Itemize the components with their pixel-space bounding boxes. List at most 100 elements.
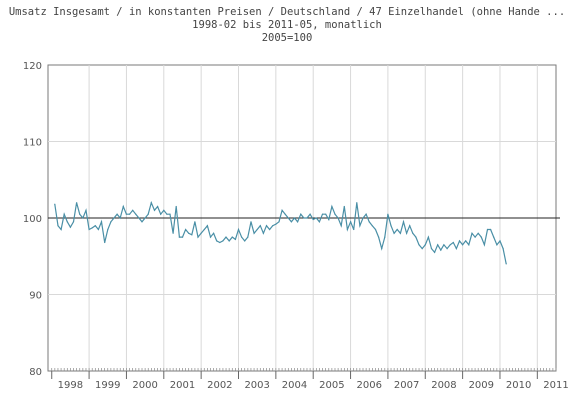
data-point [203, 228, 205, 231]
data-point [424, 244, 426, 246]
data-point [213, 232, 215, 234]
chart-subtitle: 1998-02 bis 2011-05, monatlich [192, 19, 382, 31]
data-point [474, 236, 476, 238]
x-tick-label: 1998 [58, 380, 83, 391]
data-point [365, 213, 367, 215]
chart-title: Umsatz Insgesamt / in konstanten Preisen… [8, 6, 566, 18]
chart-title-block: Umsatz Insgesamt / in konstanten Preisen… [0, 6, 574, 45]
data-point [281, 209, 283, 211]
data-point [284, 213, 286, 215]
data-point [228, 240, 230, 242]
data-point [359, 225, 361, 227]
data-point [94, 225, 96, 227]
data-point [337, 217, 339, 219]
data-point [144, 217, 146, 219]
data-point [300, 213, 302, 215]
data-point [390, 225, 392, 227]
data-point [244, 240, 246, 242]
data-point [378, 236, 380, 238]
data-point [477, 232, 479, 234]
data-point [290, 221, 292, 223]
x-tick-label: 2005 [319, 380, 344, 391]
data-point [194, 221, 196, 223]
data-point [343, 205, 345, 208]
data-point [272, 225, 274, 227]
data-point [259, 225, 261, 227]
data-point [191, 234, 193, 236]
data-point [107, 228, 109, 231]
data-point [262, 232, 264, 234]
data-point [493, 236, 495, 238]
chart-base-note: 2005=100 [261, 32, 313, 44]
x-tick-label: 2008 [431, 380, 456, 391]
data-point [200, 232, 202, 234]
data-point [418, 244, 420, 246]
data-point [409, 225, 411, 227]
data-point [113, 217, 115, 219]
data-point [82, 217, 84, 219]
data-point [237, 228, 240, 231]
data-point [440, 249, 442, 251]
data-point [147, 213, 149, 215]
series-line [54, 200, 507, 265]
data-point [175, 205, 177, 208]
series-points [54, 202, 507, 265]
data-point [346, 228, 348, 231]
data-point [362, 217, 364, 219]
data-point [496, 244, 498, 246]
data-point [278, 221, 280, 223]
data-point [181, 236, 184, 238]
x-tick-label: 2007 [394, 380, 419, 391]
data-point [446, 248, 448, 250]
data-point [434, 251, 436, 253]
data-point [60, 228, 62, 231]
data-point [100, 221, 103, 223]
data-point [340, 225, 342, 227]
data-point [253, 232, 255, 234]
x-tick-label: 2009 [469, 380, 494, 391]
data-point [91, 227, 93, 229]
data-point [328, 218, 330, 221]
data-point [66, 221, 68, 223]
data-point [57, 225, 59, 227]
data-point [79, 213, 81, 215]
x-tick-label: 2010 [506, 380, 531, 391]
data-point [468, 244, 470, 246]
data-point [256, 228, 258, 231]
data-point [163, 209, 165, 211]
data-point [269, 228, 271, 231]
y-tick-label: 100 [23, 214, 42, 225]
data-point [116, 213, 118, 215]
data-point [321, 213, 324, 215]
data-point [287, 217, 289, 219]
data-point [197, 236, 199, 238]
data-point [502, 248, 504, 250]
y-tick-label: 110 [23, 138, 42, 149]
data-point [85, 209, 87, 211]
data-point [331, 205, 333, 208]
data-point [480, 236, 482, 238]
data-point [437, 244, 439, 246]
data-point [458, 240, 461, 242]
data-point [309, 213, 311, 215]
y-axis-ticks: 80 90 100 110 120 [23, 61, 42, 378]
data-point [297, 221, 299, 223]
data-point [216, 240, 218, 242]
data-point [452, 241, 454, 244]
x-tick-label: 2000 [132, 380, 157, 391]
data-point [412, 232, 414, 234]
data-point [222, 240, 224, 242]
x-tick-label: 2004 [282, 380, 307, 391]
data-point [325, 213, 327, 215]
data-point [471, 232, 473, 234]
data-point [160, 213, 162, 215]
data-point [250, 221, 252, 223]
data-point [393, 232, 395, 234]
data-point [265, 225, 268, 227]
data-point [69, 226, 71, 228]
data-point [381, 248, 383, 250]
data-point [135, 213, 137, 215]
x-tick-label: 2011 [543, 380, 568, 391]
data-point [402, 221, 405, 223]
x-axis-ticks: 1998 1999 2000 2001 2002 2003 2004 2005 2006 2007… [51, 368, 569, 391]
